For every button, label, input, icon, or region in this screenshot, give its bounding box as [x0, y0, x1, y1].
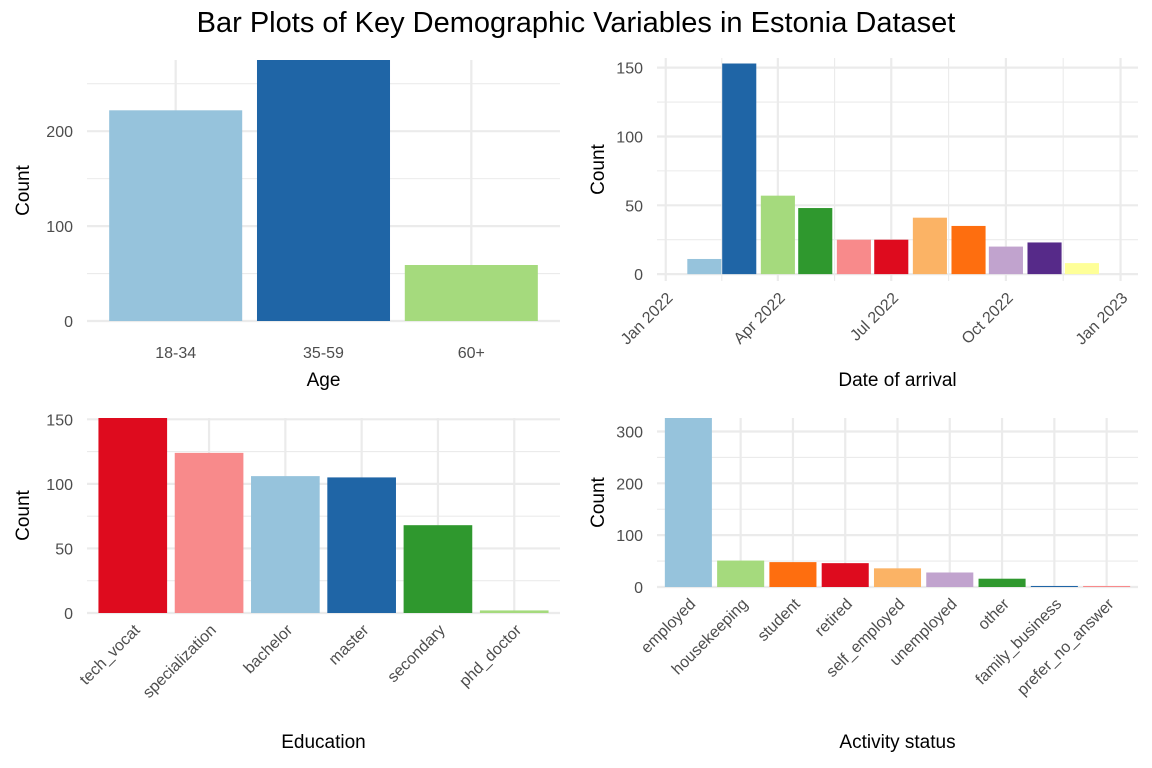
- bar: [174, 452, 244, 613]
- y-tick-label: 0: [634, 580, 643, 597]
- bar: [821, 563, 869, 587]
- y-axis-title: Count: [13, 489, 34, 540]
- x-tick-label: retired: [812, 596, 856, 640]
- y-tick-label: 200: [46, 124, 73, 141]
- x-tick-label: Jan 2022: [618, 290, 677, 349]
- bar: [256, 60, 391, 321]
- x-tick-label: Jan 2023: [1073, 290, 1132, 349]
- x-axis-title: Age: [307, 370, 341, 391]
- bar: [722, 63, 757, 275]
- x-tick-label: 60+: [458, 345, 485, 362]
- x-tick-label: specialization: [140, 622, 220, 702]
- y-tick-label: 0: [634, 267, 643, 284]
- bar: [988, 246, 1023, 275]
- bar: [664, 418, 712, 587]
- y-tick-label: 100: [46, 219, 73, 236]
- chart-age: 0 100 200 18-34 35-59 60+ Age Count: [13, 60, 560, 391]
- x-tick-label: Jul 2022: [847, 290, 902, 345]
- bar: [403, 525, 473, 613]
- y-tick-label: 50: [625, 198, 643, 215]
- bar: [873, 568, 922, 587]
- bar: [687, 258, 722, 275]
- y-axis-title: Count: [588, 476, 609, 527]
- bar: [1064, 263, 1099, 275]
- x-axis-title: Education: [281, 732, 366, 753]
- bar: [836, 239, 871, 275]
- bar: [769, 562, 817, 587]
- bar: [978, 578, 1026, 587]
- y-tick-label: 100: [616, 528, 643, 545]
- bar: [926, 572, 974, 587]
- bar: [798, 208, 833, 275]
- y-tick-label: 0: [64, 314, 73, 331]
- x-tick-label: 35-59: [303, 345, 344, 362]
- x-axis-title: Activity status: [839, 732, 955, 753]
- chart-arrival: 0 50 100 150 Jan 2022 Apr 2022 Jul 2022 Oct 202…: [588, 58, 1138, 391]
- y-tick-label: 0: [64, 606, 73, 623]
- bar: [98, 418, 168, 613]
- y-axis-title: Count: [13, 164, 34, 215]
- y-tick-label: 150: [616, 61, 643, 78]
- bar: [951, 225, 986, 275]
- bar: [327, 477, 396, 613]
- bar: [404, 265, 538, 321]
- bar: [1030, 585, 1078, 587]
- bar: [717, 560, 765, 587]
- y-tick-label: 150: [46, 412, 73, 429]
- x-tick-label: other: [975, 595, 1013, 633]
- y-tick-label: 200: [616, 476, 643, 493]
- bar: [251, 476, 320, 613]
- y-tick-label: 100: [616, 129, 643, 146]
- x-tick-label: student: [755, 595, 805, 645]
- bar: [760, 195, 795, 275]
- x-tick-label: bachelor: [241, 621, 297, 677]
- x-axis-title: Date of arrival: [838, 370, 956, 391]
- bar: [479, 610, 549, 613]
- figure-title: Bar Plots of Key Demographic Variables i…: [197, 7, 956, 39]
- x-tick-label: prefer_no_answer: [1014, 595, 1118, 699]
- y-tick-label: 100: [46, 477, 73, 494]
- bar: [1027, 242, 1062, 275]
- y-axis-title: Count: [588, 143, 609, 194]
- x-tick-label: tech_vocat: [77, 621, 144, 688]
- x-tick-label: Apr 2022: [731, 290, 789, 348]
- bar: [912, 217, 947, 275]
- x-tick-label: secondary: [385, 622, 449, 686]
- bar: [1083, 585, 1131, 587]
- x-tick-label: phd_doctor: [456, 621, 525, 690]
- x-tick-label: Oct 2022: [959, 290, 1017, 348]
- x-tick-label: master: [326, 621, 373, 668]
- y-tick-label: 50: [55, 541, 73, 558]
- y-tick-label: 300: [616, 424, 643, 441]
- bar: [109, 110, 243, 321]
- bar: [874, 239, 909, 275]
- x-tick-label: 18-34: [155, 345, 196, 362]
